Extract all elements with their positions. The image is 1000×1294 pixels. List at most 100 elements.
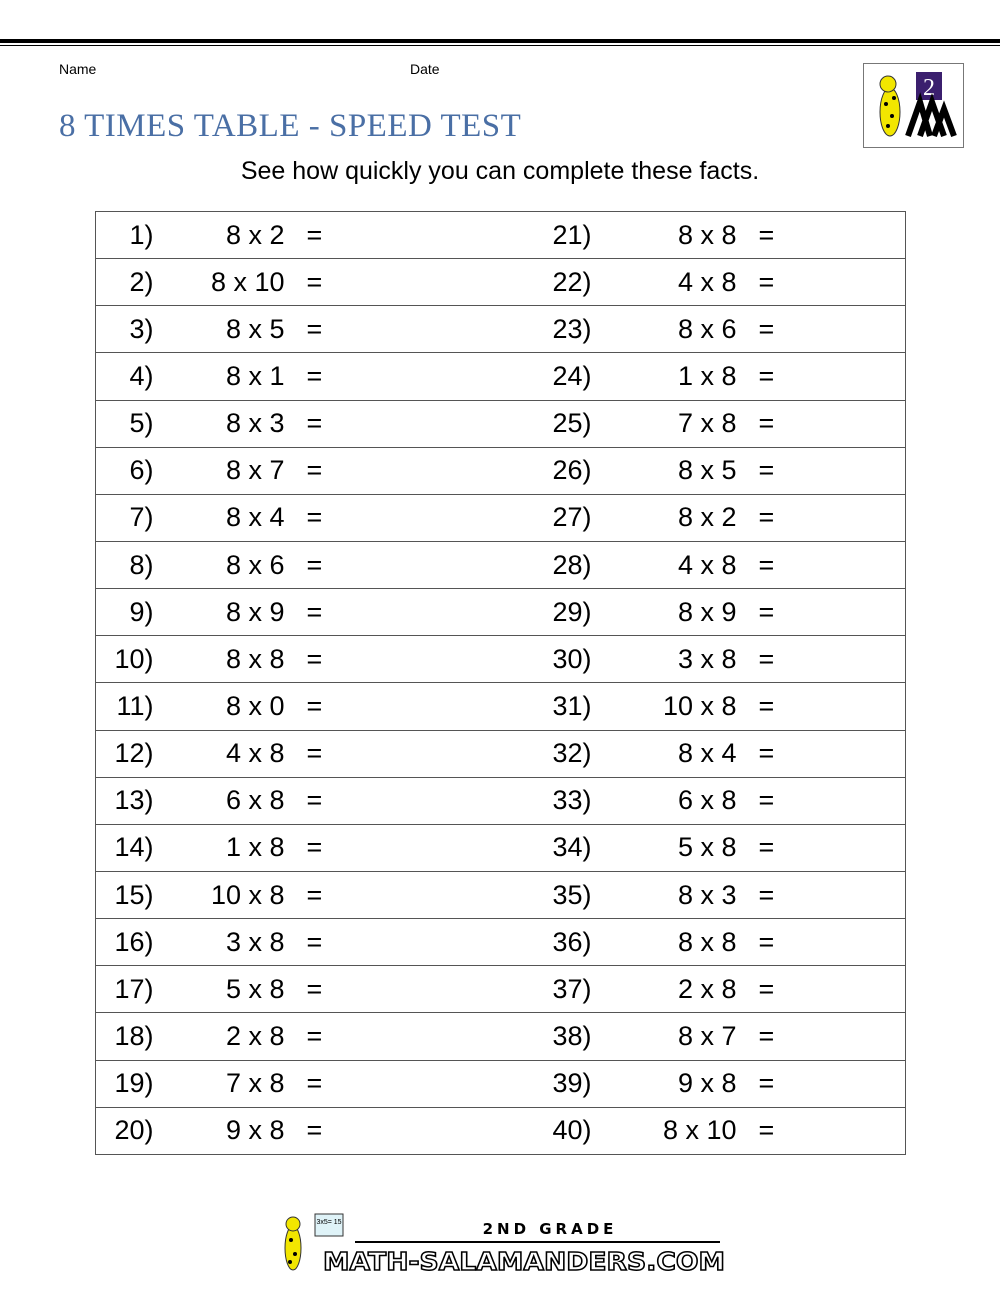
equals-answer-space[interactable]: =: [284, 1059, 502, 1108]
question-expression: 8 x 9: [591, 588, 737, 637]
question-number: 26): [501, 446, 592, 495]
equals-answer-space[interactable]: =: [736, 729, 906, 778]
question-row: 4) 8 x 1 = 24) 1 x 8 =: [95, 352, 906, 401]
equals-answer-space[interactable]: =: [284, 258, 502, 307]
question-number: 40): [501, 1106, 592, 1155]
equals-answer-space[interactable]: =: [284, 635, 502, 684]
question-expression: 7 x 8: [153, 1059, 285, 1108]
question-number: 24): [501, 352, 592, 401]
question-expression: 8 x 0: [153, 682, 285, 731]
question-row: 8) 8 x 6 = 28) 4 x 8 =: [95, 540, 906, 590]
question-expression: 8 x 8: [591, 918, 737, 967]
question-row: 12) 4 x 8 = 32) 8 x 4 =: [95, 729, 906, 778]
equals-answer-space[interactable]: =: [284, 682, 502, 731]
question-expression: 2 x 8: [591, 965, 737, 1014]
question-row: 13) 6 x 8 = 33) 6 x 8 =: [95, 776, 906, 825]
equals-answer-space[interactable]: =: [284, 776, 502, 825]
equals-answer-space[interactable]: =: [736, 352, 906, 401]
equals-answer-space[interactable]: =: [284, 399, 502, 448]
salamander-logo-icon: 2: [879, 72, 957, 138]
question-expression: 8 x 3: [153, 399, 285, 448]
questions-table: 1) 8 x 2 = 21) 8 x 8 = 2) 8 x 10 = 22) 4 x 8 = 3) 8 x…: [95, 210, 906, 1155]
question-expression: 8 x 10: [153, 258, 285, 307]
question-number: 20): [95, 1106, 154, 1155]
top-rule-thin: [0, 45, 1000, 46]
equals-answer-space[interactable]: =: [736, 399, 906, 448]
question-number: 11): [95, 682, 154, 731]
site-text: MATH-SALAMANDERS.COM: [323, 1247, 725, 1276]
question-row: 11) 8 x 0 = 31) 10 x 8 =: [95, 682, 906, 731]
question-expression: 8 x 2: [591, 493, 737, 542]
equals-answer-space[interactable]: =: [736, 588, 906, 637]
equals-answer-space[interactable]: =: [284, 540, 502, 590]
equals-answer-space[interactable]: =: [736, 965, 906, 1014]
equals-answer-space[interactable]: =: [284, 588, 502, 637]
question-number: 29): [501, 588, 592, 637]
equals-answer-space[interactable]: =: [284, 870, 502, 920]
question-expression: 3 x 8: [591, 635, 737, 684]
question-expression: 10 x 8: [153, 870, 285, 920]
equals-answer-space[interactable]: =: [284, 823, 502, 872]
question-expression: 8 x 2: [153, 210, 285, 260]
equals-answer-space[interactable]: =: [284, 1012, 502, 1061]
equals-answer-space[interactable]: =: [736, 540, 906, 590]
equals-answer-space[interactable]: =: [284, 352, 502, 401]
question-number: 17): [95, 965, 154, 1014]
question-number: 39): [501, 1059, 592, 1108]
question-number: 10): [95, 635, 154, 684]
question-row: 19) 7 x 8 = 39) 9 x 8 =: [95, 1059, 906, 1108]
grade-text: 2ND GRADE: [483, 1220, 618, 1238]
equals-answer-space[interactable]: =: [736, 305, 906, 354]
equals-answer-space[interactable]: =: [284, 965, 502, 1014]
footer-logo: 3x5= 15 2ND GRADE MATH-SALAMANDERS.COM: [275, 1210, 730, 1278]
equals-answer-space[interactable]: =: [284, 210, 502, 260]
question-number: 9): [95, 588, 154, 637]
question-number: 16): [95, 918, 154, 967]
question-row: 18) 2 x 8 = 38) 8 x 7 =: [95, 1012, 906, 1061]
equals-answer-space[interactable]: =: [284, 918, 502, 967]
question-number: 34): [501, 823, 592, 872]
equals-answer-space[interactable]: =: [736, 682, 906, 731]
name-label: Name: [59, 61, 97, 77]
question-number: 35): [501, 870, 592, 920]
equals-answer-space[interactable]: =: [736, 1106, 906, 1155]
equals-answer-space[interactable]: =: [284, 305, 502, 354]
question-number: 15): [95, 870, 154, 920]
question-row: 1) 8 x 2 = 21) 8 x 8 =: [95, 210, 906, 260]
question-row: 10) 8 x 8 = 30) 3 x 8 =: [95, 635, 906, 684]
question-row: 7) 8 x 4 = 27) 8 x 2 =: [95, 493, 906, 542]
question-number: 22): [501, 258, 592, 307]
equals-answer-space[interactable]: =: [284, 446, 502, 495]
equals-answer-space[interactable]: =: [736, 493, 906, 542]
question-row: 14) 1 x 8 = 34) 5 x 8 =: [95, 823, 906, 872]
question-expression: 4 x 8: [591, 540, 737, 590]
question-expression: 8 x 10: [591, 1106, 737, 1155]
question-expression: 8 x 8: [591, 210, 737, 260]
equals-answer-space[interactable]: =: [736, 635, 906, 684]
equals-answer-space[interactable]: =: [736, 446, 906, 495]
subtitle: See how quickly you can complete these f…: [240, 157, 760, 185]
question-number: 25): [501, 399, 592, 448]
equals-answer-space[interactable]: =: [284, 493, 502, 542]
question-number: 36): [501, 918, 592, 967]
equals-answer-space[interactable]: =: [736, 918, 906, 967]
equals-answer-space[interactable]: =: [736, 1012, 906, 1061]
equals-answer-space[interactable]: =: [736, 258, 906, 307]
question-expression: 1 x 8: [591, 352, 737, 401]
equals-answer-space[interactable]: =: [736, 823, 906, 872]
equals-answer-space[interactable]: =: [736, 1059, 906, 1108]
question-expression: 8 x 6: [591, 305, 737, 354]
question-row: 2) 8 x 10 = 22) 4 x 8 =: [95, 258, 906, 307]
question-expression: 4 x 8: [591, 258, 737, 307]
equals-answer-space[interactable]: =: [736, 776, 906, 825]
question-expression: 8 x 3: [591, 870, 737, 920]
question-expression: 8 x 7: [591, 1012, 737, 1061]
question-expression: 1 x 8: [153, 823, 285, 872]
equals-answer-space[interactable]: =: [284, 1106, 502, 1155]
equals-answer-space[interactable]: =: [284, 729, 502, 778]
question-number: 30): [501, 635, 592, 684]
equals-answer-space[interactable]: =: [736, 210, 906, 260]
question-number: 8): [95, 540, 154, 590]
question-row: 9) 8 x 9 = 29) 8 x 9 =: [95, 588, 906, 637]
equals-answer-space[interactable]: =: [736, 870, 906, 920]
